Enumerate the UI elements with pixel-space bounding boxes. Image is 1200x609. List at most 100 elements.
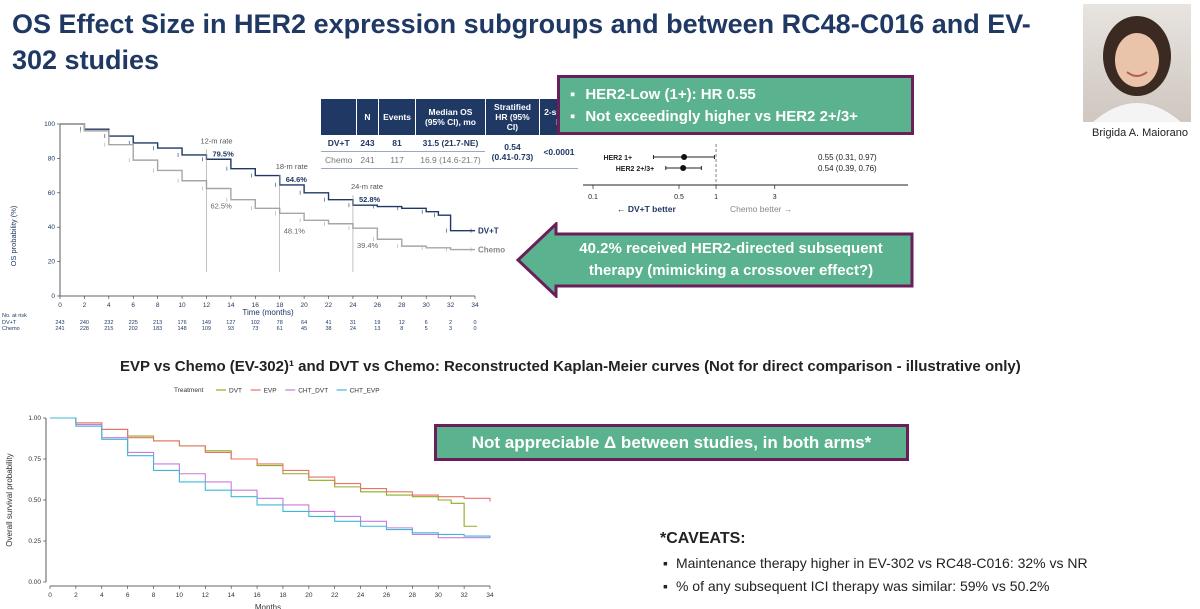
stats-row-dvt: DV+T 243 81 31.5 (21.7-NE) 0.54 (0.41-0.7… (321, 135, 579, 169)
risk-count: 31 (350, 320, 356, 326)
y-tick-label: 0.75 (28, 456, 41, 463)
x-tick-label: 34 (471, 302, 479, 309)
x-tick-label: 2 (74, 592, 78, 599)
series-line-evp (50, 417, 491, 502)
x-tick-label: 22 (331, 592, 339, 599)
risk-count: 38 (325, 326, 331, 332)
risk-count: 3 (449, 326, 452, 332)
x-tick-label: 20 (305, 592, 313, 599)
x-tick-label: 0 (58, 302, 62, 309)
x-tick-label: 24 (357, 592, 365, 599)
x-tick-label: 8 (152, 592, 156, 599)
y-tick-label: 1.00 (28, 415, 41, 422)
risk-count: 232 (104, 320, 113, 326)
series-line-cht-dvt (50, 417, 490, 539)
risk-row-label: Chemo (2, 326, 20, 332)
x-tick-label: 26 (374, 302, 382, 309)
forest-hr-text: 0.55 (0.31, 0.97) (818, 153, 877, 162)
stats-hr-value: 0.54 (504, 141, 521, 152)
x-tick-label: 4 (107, 302, 111, 309)
x-tick-label: 26 (383, 592, 391, 599)
y-tick-label: 40 (48, 224, 56, 231)
risk-count: 5 (425, 326, 428, 332)
risk-row-label: DV+T (2, 320, 17, 326)
stats-header-arm (321, 99, 357, 135)
risk-count: 213 (153, 320, 162, 326)
forest-right-label: Chemo better → (730, 204, 792, 214)
stats-events: 81 (378, 135, 416, 152)
y-tick-label: 0 (51, 293, 55, 300)
risk-count: 176 (177, 320, 186, 326)
rate-label: 24-m rate (351, 182, 383, 191)
km-bottom-x-axis-label: Months (255, 603, 281, 609)
legend-label: EVP (264, 388, 277, 395)
crossover-callout-text: 40.2% received HER2-directed subsequent … (579, 240, 883, 279)
x-tick-label: 18 (279, 592, 287, 599)
risk-count: 240 (80, 320, 89, 326)
risk-count: 93 (228, 326, 234, 332)
caveats-heading: *CAVEATS: (660, 530, 746, 547)
stats-header-median: Median OS (95% CI), mo (415, 99, 486, 135)
her2-low-callout: HER2-Low (1+): HR 0.55 Not exceedingly h… (557, 75, 914, 135)
presenter-portrait-icon (1093, 16, 1181, 122)
forest-hr-text: 0.54 (0.39, 0.76) (818, 164, 877, 173)
stats-n: 241 (356, 151, 379, 169)
risk-count: 183 (153, 326, 162, 332)
rate-dvt-value: 79.5% (212, 149, 234, 158)
presenter-name: Brigida A. Maiorano (1092, 127, 1188, 139)
series-line-cht-evp (50, 417, 491, 538)
x-tick-label: 6 (126, 592, 130, 599)
risk-count: 202 (129, 326, 138, 332)
legend-title: Treatment (174, 387, 204, 394)
risk-count: 73 (252, 326, 258, 332)
km-chart-bottom: Treatment DVT EVP CHT_DVT CHT_EVP 0 2 4 6 8 10 12 1… (5, 387, 494, 609)
risk-count: 225 (129, 320, 138, 326)
stats-median: 31.5 (21.7-NE) (415, 135, 486, 152)
stats-hr: 0.54 (0.41-0.73) (485, 135, 540, 169)
caveat-item: Maintenance therapy higher in EV-302 vs … (663, 555, 1088, 571)
legend-label: CHT_DVT (298, 388, 328, 395)
y-tick-label: 100 (44, 121, 55, 128)
x-tick-label: 14 (228, 592, 236, 599)
x-tick-label: 10 (178, 302, 186, 309)
y-tick-label: 60 (48, 190, 56, 197)
km-chart-top: 0 2 4 6 8 10 12 14 16 18 20 22 24 26 28 30 32 34020406080… (2, 121, 505, 332)
stats-table: N Events Median OS (95% CI), mo Stratifi… (321, 99, 579, 169)
page-title: OS Effect Size in HER2 expression subgro… (12, 9, 1031, 75)
stats-p: <0.0001 (539, 135, 579, 169)
forest-point (680, 165, 687, 171)
x-tick-label: 4 (100, 592, 104, 599)
x-tick-label: 6 (131, 302, 135, 309)
risk-count: 41 (325, 320, 331, 326)
y-tick-label: 0.00 (28, 579, 41, 586)
x-tick-label: 28 (409, 592, 417, 599)
stats-median: 16.9 (14.6-21.7) (415, 151, 486, 169)
rate-label: 18-m rate (276, 162, 308, 171)
x-tick-label: 0 (48, 592, 52, 599)
series-line-chemo (60, 123, 475, 251)
y-tick-label: 80 (48, 155, 56, 162)
km-top-y-axis-label: OS probability (%) (9, 205, 18, 266)
stats-header-n: N (356, 99, 380, 135)
risk-count: 215 (104, 326, 113, 332)
forest-tick-label: 3 (773, 194, 777, 201)
x-tick-label: 24 (349, 302, 357, 309)
x-tick-label: 14 (227, 302, 235, 309)
rate-dvt-value: 52.8% (359, 195, 381, 204)
risk-count: 13 (374, 326, 380, 332)
risk-count: 228 (80, 326, 89, 332)
y-tick-label: 0.25 (28, 538, 41, 545)
series-label: DV+T (478, 227, 499, 236)
risk-count: 127 (226, 320, 235, 326)
risk-count: 61 (277, 326, 283, 332)
risk-count: 149 (202, 320, 211, 326)
x-tick-label: 2 (83, 302, 87, 309)
x-tick-label: 18 (276, 302, 284, 309)
km-bottom-y-axis-label: Overall survival probability (5, 453, 14, 546)
legend-label: DVT (229, 388, 242, 395)
risk-count: 64 (301, 320, 307, 326)
x-tick-label: 32 (447, 302, 455, 309)
x-tick-label: 10 (176, 592, 184, 599)
stats-n: 243 (356, 135, 379, 152)
stats-arm: DV+T (321, 135, 357, 152)
